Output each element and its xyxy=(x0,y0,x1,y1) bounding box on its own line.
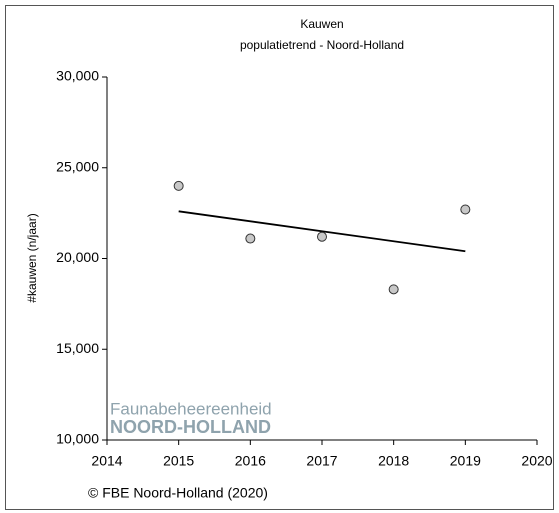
x-tick-label: 2020 xyxy=(521,453,552,469)
x-tick-label: 2015 xyxy=(163,453,194,469)
y-tick-label: 10,000 xyxy=(56,431,99,447)
x-tick-label: 2018 xyxy=(378,453,409,469)
y-tick-label: 30,000 xyxy=(56,68,99,84)
chart-title: Kauwen xyxy=(300,17,343,31)
y-axis-label: #kauwen (n/jaar) xyxy=(25,213,39,302)
watermark: NOORD-HOLLAND xyxy=(110,417,271,437)
x-tick-label: 2016 xyxy=(235,453,266,469)
y-tick-label: 25,000 xyxy=(56,158,99,174)
point xyxy=(173,180,184,191)
trend-line xyxy=(178,210,466,253)
frame xyxy=(5,5,554,510)
x-tick-label: 2019 xyxy=(450,453,481,469)
point xyxy=(317,231,327,242)
x-tick-label: 2014 xyxy=(91,453,122,469)
chart-subtitle: populatietrend - Noord-Holland xyxy=(240,38,404,52)
y-tick-label: 20,000 xyxy=(56,249,99,265)
point xyxy=(388,284,399,295)
footer: © FBE Noord-Holland (2020) xyxy=(88,485,268,501)
y-tick-label: 15,000 xyxy=(56,340,99,356)
watermark: Faunabeheereenheid xyxy=(110,399,272,418)
x-tick-label: 2017 xyxy=(306,453,337,469)
point xyxy=(245,233,256,244)
point xyxy=(460,204,471,215)
